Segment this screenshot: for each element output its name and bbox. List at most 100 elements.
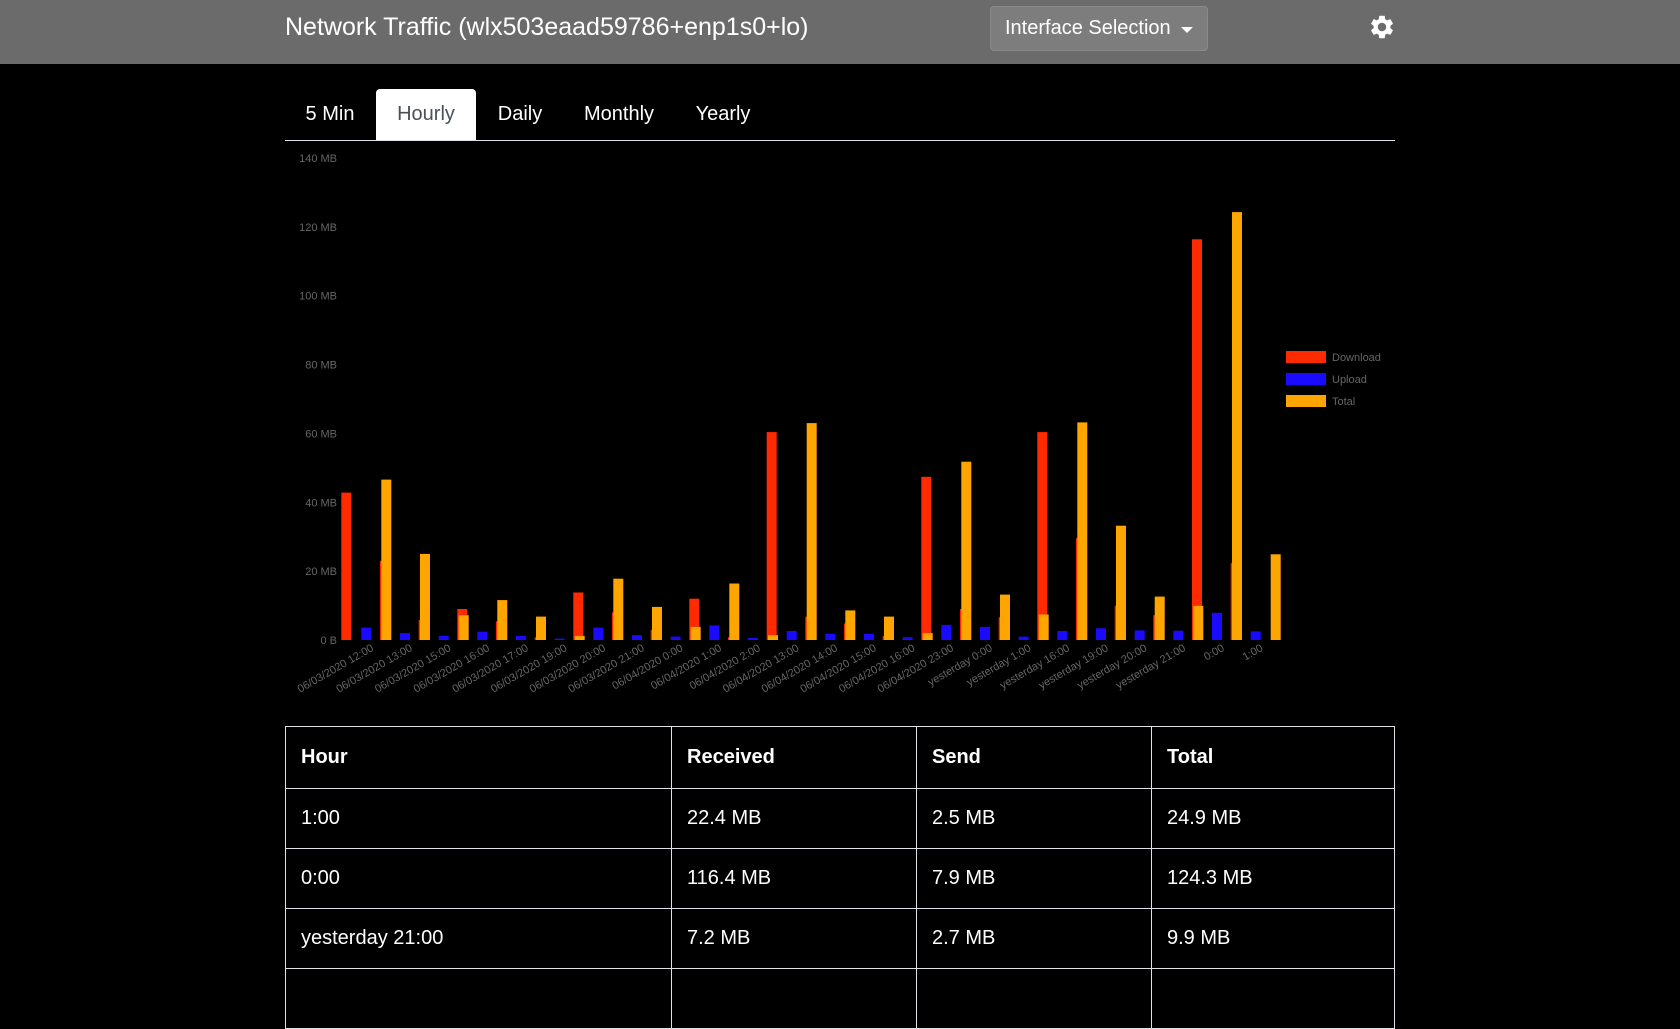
bar-total — [1000, 594, 1010, 640]
y-tick-label: 80 MB — [305, 360, 337, 372]
y-tick-label: 20 MB — [305, 566, 337, 578]
bar-upload — [786, 631, 797, 640]
bar-upload — [825, 633, 836, 640]
bar-total — [1154, 596, 1165, 640]
bar-upload — [709, 625, 720, 640]
bar-total — [613, 578, 624, 640]
legend-swatch-download — [1286, 351, 1326, 363]
bar-total — [768, 635, 778, 640]
legend-label-total: Total — [1332, 396, 1355, 408]
cell-send: 7.9 MB — [916, 848, 1152, 909]
cell-total — [1151, 968, 1395, 1029]
cell-total: 24.9 MB — [1151, 788, 1395, 849]
table-header-row: Hour Received Send Total — [285, 726, 1395, 789]
interface-selection-dropdown[interactable]: Interface Selection — [990, 6, 1208, 51]
tab-5-min[interactable]: 5 Min — [305, 103, 355, 125]
bar-download — [1192, 239, 1202, 641]
y-tick-label: 60 MB — [305, 428, 337, 440]
legend-label-download: Download — [1332, 352, 1381, 364]
bar-total — [961, 461, 972, 640]
bar-upload — [1096, 628, 1106, 640]
bar-upload — [632, 635, 642, 640]
gear-icon[interactable] — [1368, 13, 1396, 41]
bar-total — [1116, 525, 1126, 640]
cell-send — [916, 968, 1152, 1029]
bar-download — [766, 432, 777, 640]
tab-hourly[interactable]: Hourly — [376, 89, 476, 140]
bar-upload — [864, 633, 874, 640]
legend-swatch-upload — [1286, 373, 1326, 385]
bar-upload — [748, 637, 758, 640]
y-tick-label: 0 B — [320, 635, 337, 647]
cell-received: 22.4 MB — [671, 788, 917, 849]
y-tick-label: 100 MB — [299, 291, 337, 303]
legend-swatch-total — [1286, 395, 1326, 407]
bar-total — [381, 479, 392, 640]
bar-upload — [1018, 636, 1029, 640]
bar-total — [458, 615, 469, 640]
bar-total — [1232, 212, 1242, 640]
caret-down-icon — [1181, 27, 1193, 33]
page-title: Network Traffic (wlx503eaad59786+enp1s0+… — [285, 13, 809, 41]
bar-upload — [941, 624, 952, 640]
table-row: 1:00 22.4 MB 2.5 MB 24.9 MB — [285, 788, 1395, 849]
cell-send: 2.7 MB — [916, 908, 1152, 969]
y-tick-label: 120 MB — [299, 222, 337, 234]
table-row: 0:00 116.4 MB 7.9 MB 124.3 MB — [285, 848, 1395, 909]
cell-total: 124.3 MB — [1151, 848, 1395, 909]
bar-upload — [670, 636, 681, 640]
bar-total — [845, 610, 856, 640]
cell-received: 116.4 MB — [671, 848, 917, 909]
cell-send: 2.5 MB — [916, 788, 1152, 849]
x-tick-label: 1:00 — [1241, 642, 1266, 663]
tab-monthly[interactable]: Monthly — [583, 103, 655, 125]
bar-upload — [438, 635, 449, 640]
x-tick-label: 0:00 — [1202, 642, 1227, 663]
bar-total — [729, 583, 740, 640]
bar-upload — [1057, 631, 1068, 640]
bar-total — [420, 553, 430, 640]
bar-total — [690, 626, 701, 640]
bar-total — [497, 600, 508, 640]
bar-total — [1077, 422, 1088, 640]
cell-received — [671, 968, 917, 1029]
legend-label-upload: Upload — [1332, 374, 1367, 386]
bar-upload — [361, 627, 372, 640]
bar-upload — [400, 633, 410, 640]
range-tabs: 5 Min Hourly Daily Monthly Yearly — [285, 89, 1395, 141]
tab-daily[interactable]: Daily — [497, 103, 543, 125]
bar-upload — [1212, 612, 1222, 640]
bar-upload — [554, 638, 565, 640]
bar-download — [341, 492, 352, 640]
bar-total — [1193, 605, 1204, 640]
bar-download — [921, 476, 932, 640]
bar-total — [574, 635, 585, 640]
interface-selection-label: Interface Selection — [1005, 17, 1171, 39]
bar-upload — [902, 637, 913, 640]
bar-total — [536, 616, 546, 640]
cell-received: 7.2 MB — [671, 908, 917, 969]
navbar: Network Traffic (wlx503eaad59786+enp1s0+… — [0, 0, 1680, 64]
cell-hour: 1:00 — [285, 788, 672, 849]
tab-yearly[interactable]: Yearly — [695, 103, 751, 125]
x-tick-label: yesterday 21:00 — [1114, 642, 1188, 692]
cell-hour — [285, 968, 672, 1029]
bar-upload — [980, 626, 990, 640]
bar-download — [689, 598, 700, 640]
bar-total — [1270, 554, 1281, 640]
bar-upload — [1173, 630, 1184, 640]
bar-download — [1037, 432, 1048, 640]
column-header-hour: Hour — [285, 726, 672, 789]
bar-total — [1038, 614, 1049, 640]
column-header-received: Received — [671, 726, 917, 789]
bar-upload — [516, 635, 526, 640]
column-header-send: Send — [916, 726, 1152, 789]
table-row: yesterday 21:00 7.2 MB 2.7 MB 9.9 MB — [285, 908, 1395, 969]
bar-download — [573, 592, 584, 640]
bar-upload — [477, 631, 488, 640]
y-tick-label: 40 MB — [305, 497, 337, 509]
y-tick-label: 140 MB — [299, 153, 337, 165]
traffic-table: Hour Received Send Total 1:00 22.4 MB 2.… — [285, 726, 1395, 1029]
cell-total: 9.9 MB — [1151, 908, 1395, 969]
table-row — [285, 968, 1395, 1029]
